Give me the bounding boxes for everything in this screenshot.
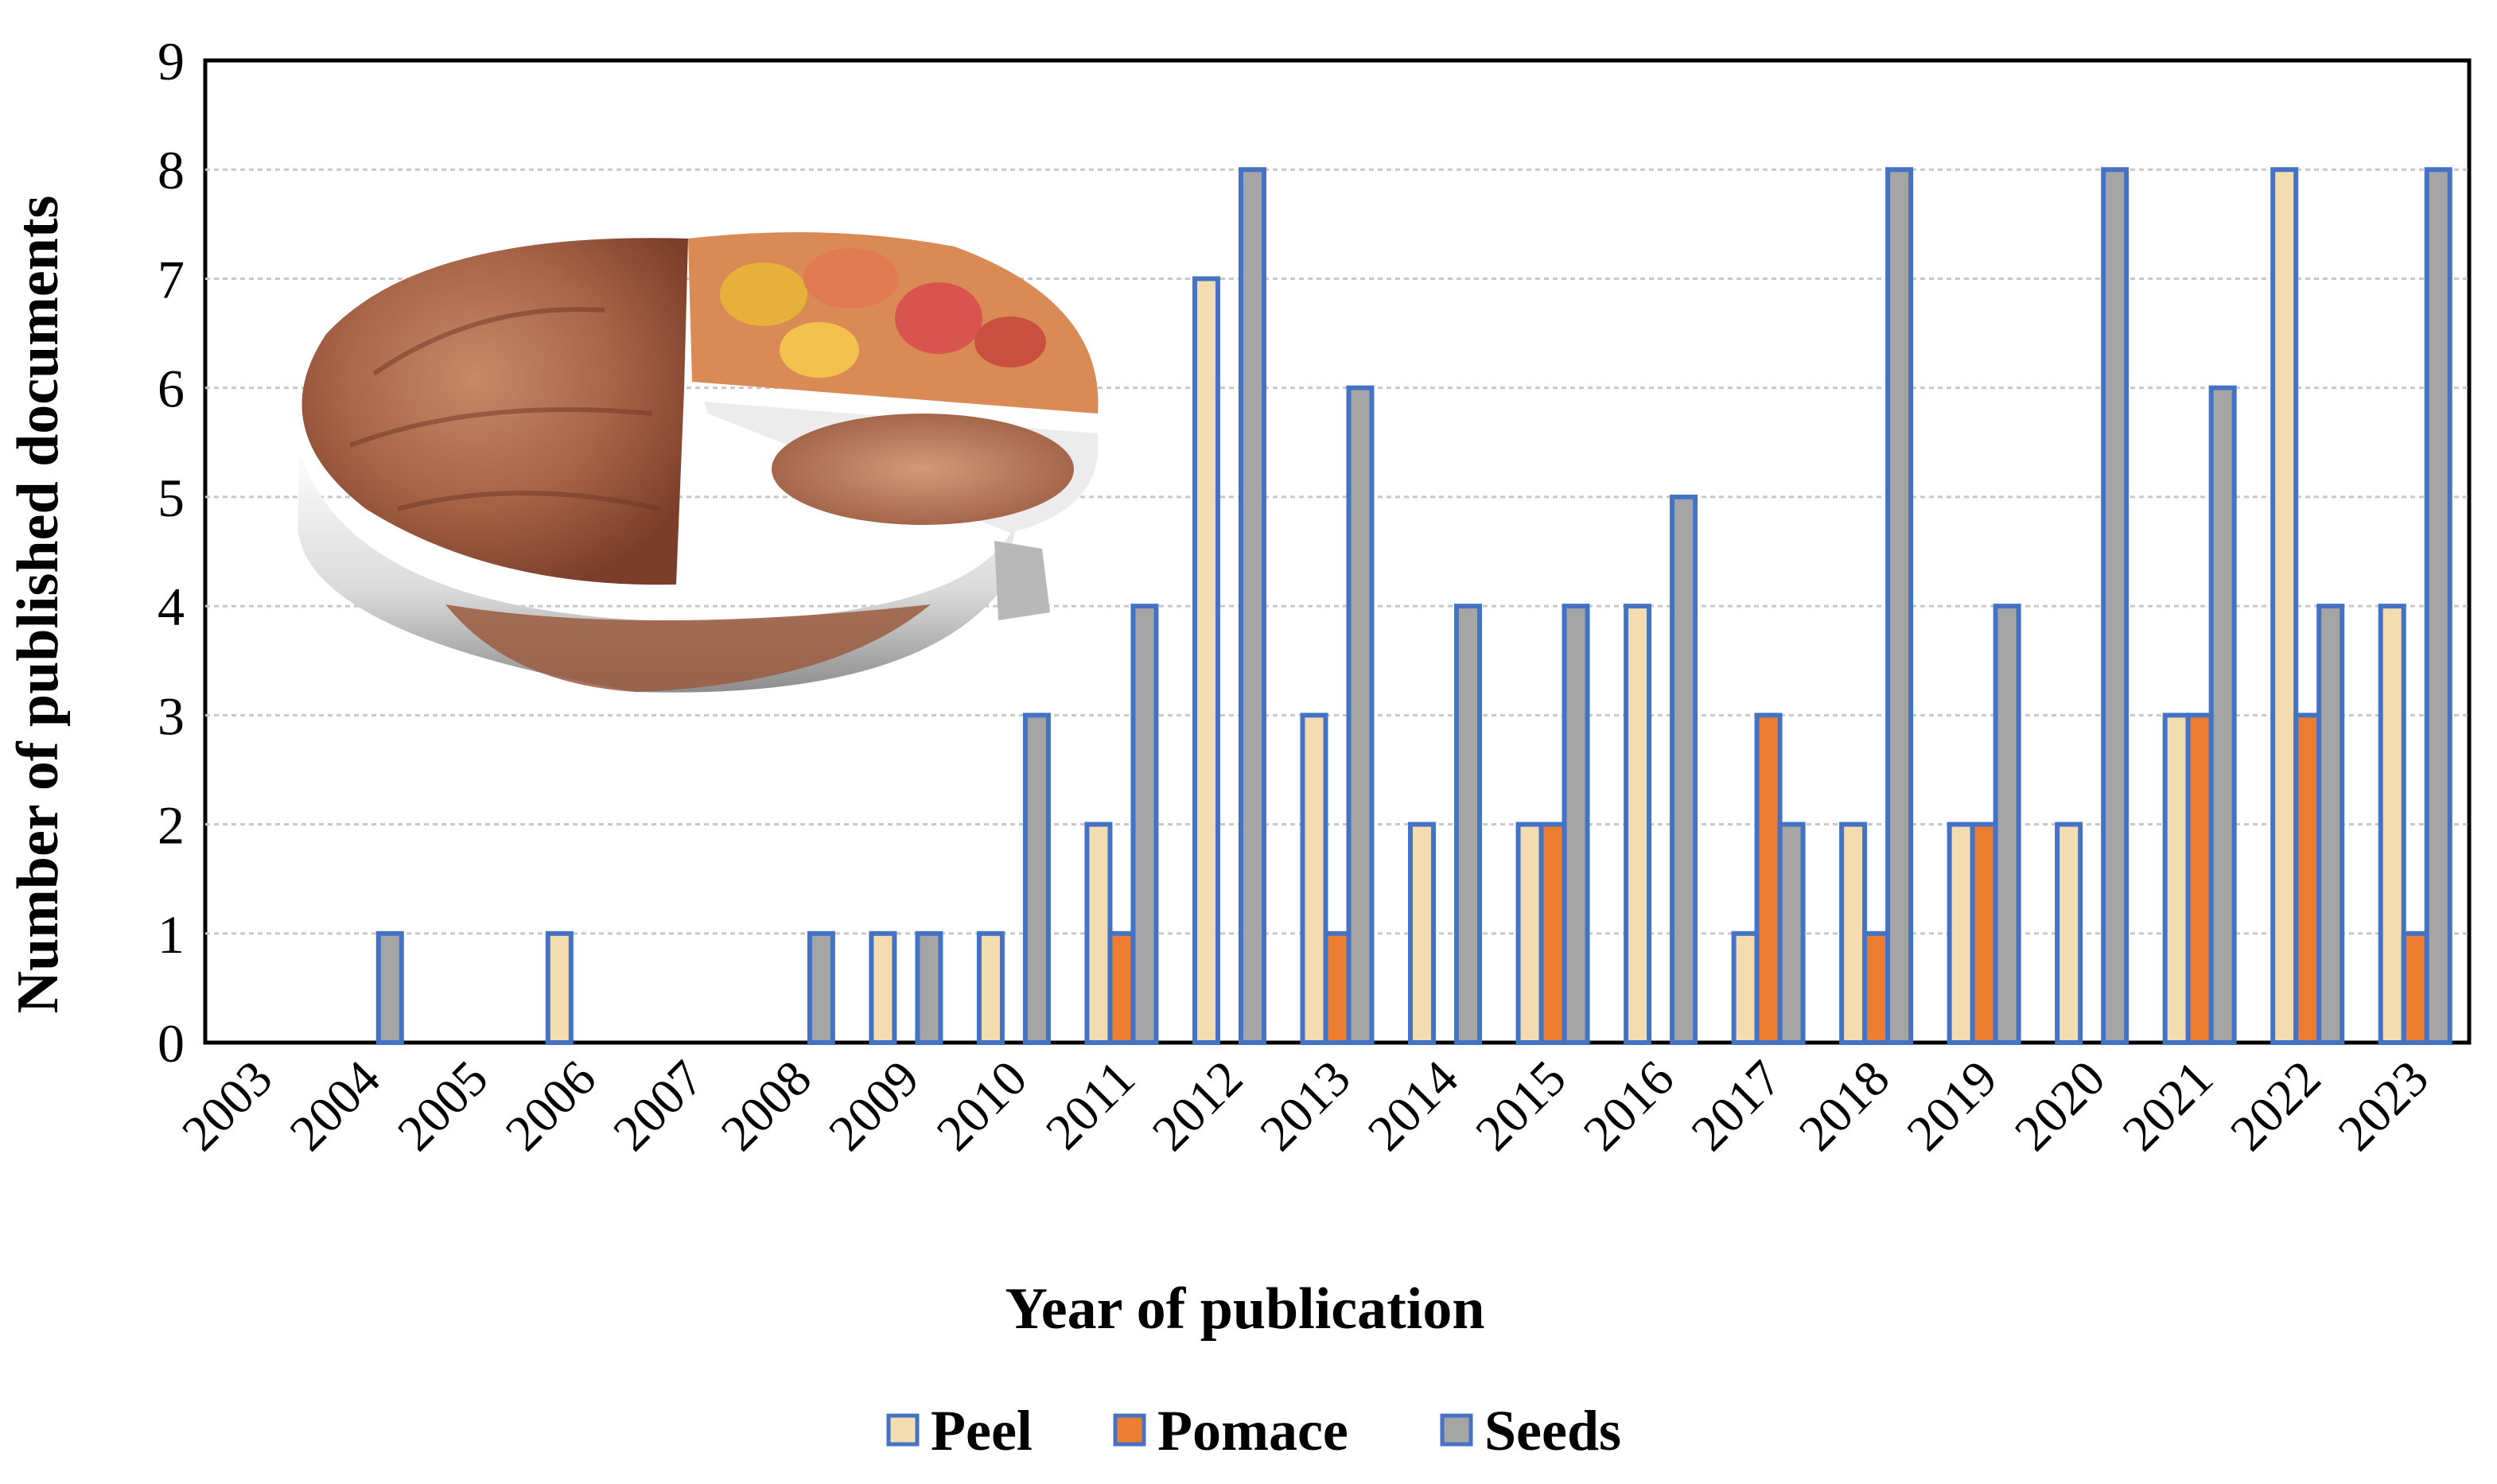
y-tick-label: 1 xyxy=(158,904,185,965)
legend-item-seeds: Seeds xyxy=(1440,1399,1621,1463)
x-tick-label: 2019 xyxy=(1896,1050,2008,1162)
y-tick-label: 2 xyxy=(158,795,185,856)
legend-swatch-peel xyxy=(886,1413,920,1447)
bar-pomace-2019 xyxy=(1970,822,1998,1045)
x-tick-label: 2008 xyxy=(710,1050,823,1162)
y-tick-label: 8 xyxy=(158,140,185,200)
x-tick-label: 2020 xyxy=(2004,1050,2116,1162)
bar-pomace-2013 xyxy=(1323,930,1352,1046)
bar-pomace-2021 xyxy=(2185,713,2214,1045)
bar-seeds-2018 xyxy=(1885,167,1914,1046)
bar-peel-2013 xyxy=(1300,713,1328,1045)
legend-item-pomace: Pomace xyxy=(1113,1399,1348,1463)
x-tick-label: 2010 xyxy=(926,1050,1038,1162)
x-axis-tick-labels: 2003200420052006200720082009201020112012… xyxy=(171,1050,2439,1162)
bar-peel-2012 xyxy=(1192,276,1220,1045)
bar-pomace-2018 xyxy=(1862,930,1891,1046)
bar-peel-2021 xyxy=(2162,713,2191,1045)
y-tick-label: 9 xyxy=(158,31,185,91)
bar-pomace-2022 xyxy=(2293,713,2322,1045)
x-tick-label: 2014 xyxy=(1357,1050,1469,1162)
x-axis-title: Year of publication xyxy=(1005,1276,1484,1342)
bar-seeds-2010 xyxy=(1022,713,1051,1045)
bar-peel-2022 xyxy=(2270,167,2299,1046)
bar-pomace-2023 xyxy=(2401,930,2429,1046)
bar-peel-2016 xyxy=(1624,604,1652,1045)
bar-peel-2009 xyxy=(869,930,897,1046)
x-tick-label: 2015 xyxy=(1464,1050,1577,1162)
y-tick-label: 3 xyxy=(158,686,185,746)
x-tick-label: 2003 xyxy=(171,1050,283,1162)
bar-seeds-2015 xyxy=(1562,604,1590,1045)
bar-seeds-2013 xyxy=(1346,385,1375,1045)
x-tick-label: 2017 xyxy=(1680,1050,1792,1162)
legend-item-peel: Peel xyxy=(886,1399,1033,1463)
bar-seeds-2004 xyxy=(375,930,404,1046)
bar-seeds-2008 xyxy=(807,930,835,1046)
y-tick-label: 4 xyxy=(158,577,185,637)
bar-peel-2006 xyxy=(545,930,574,1046)
bar-seeds-2022 xyxy=(2316,604,2345,1045)
bar-pomace-2017 xyxy=(1754,713,1783,1045)
bar-peel-2011 xyxy=(1084,822,1113,1045)
x-tick-label: 2018 xyxy=(1788,1050,1900,1162)
y-tick-label: 5 xyxy=(158,468,185,528)
bar-seeds-2023 xyxy=(2424,167,2452,1046)
x-tick-label: 2009 xyxy=(818,1050,930,1162)
bar-peel-2017 xyxy=(1731,930,1760,1046)
x-tick-label: 2006 xyxy=(495,1050,607,1162)
bar-peel-2018 xyxy=(1839,822,1868,1045)
bar-seeds-2016 xyxy=(1670,494,1698,1045)
x-tick-label: 2007 xyxy=(602,1050,714,1162)
y-tick-label: 6 xyxy=(158,359,185,419)
x-tick-label: 2021 xyxy=(2111,1050,2223,1162)
legend-label-pomace: Pomace xyxy=(1157,1399,1348,1463)
legend-swatch-pomace xyxy=(1113,1413,1146,1447)
legend-label-seeds: Seeds xyxy=(1484,1399,1621,1463)
bar-peel-2015 xyxy=(1515,822,1544,1045)
y-axis-title: Number of published documents xyxy=(6,196,71,1014)
x-tick-label: 2023 xyxy=(2327,1050,2439,1162)
x-tick-label: 2013 xyxy=(1249,1050,1361,1162)
y-tick-label: 0 xyxy=(158,1013,185,1074)
x-tick-label: 2016 xyxy=(1573,1050,1685,1162)
bar-seeds-2021 xyxy=(2208,385,2237,1045)
bar-pomace-2011 xyxy=(1107,930,1136,1046)
x-tick-label: 2022 xyxy=(2219,1050,2332,1162)
bar-peel-2019 xyxy=(1947,822,1975,1045)
bar-seeds-2012 xyxy=(1238,167,1266,1046)
bar-seeds-2019 xyxy=(1993,604,2021,1045)
legend-label-peel: Peel xyxy=(931,1399,1033,1463)
legend: Peel Pomace Seeds xyxy=(886,1399,1621,1463)
bar-series xyxy=(375,167,2452,1046)
bar-peel-2010 xyxy=(976,930,1005,1046)
y-tick-label: 7 xyxy=(158,249,185,309)
x-tick-label: 2005 xyxy=(387,1050,499,1162)
bar-peel-2020 xyxy=(2055,822,2083,1045)
bar-peel-2023 xyxy=(2378,604,2406,1045)
x-tick-label: 2012 xyxy=(1142,1050,1254,1162)
x-tick-label: 2004 xyxy=(278,1050,391,1162)
bar-peel-2014 xyxy=(1408,822,1437,1045)
bar-seeds-2011 xyxy=(1130,604,1159,1045)
food-pie-photo xyxy=(298,232,1099,693)
bar-seeds-2009 xyxy=(915,930,943,1046)
bar-seeds-2017 xyxy=(1777,822,1806,1045)
bar-pomace-2015 xyxy=(1538,822,1567,1045)
y-axis-tick-labels: 0 1 2 3 4 5 6 7 8 9 xyxy=(158,31,185,1074)
bar-seeds-2020 xyxy=(2101,167,2129,1046)
legend-swatch-seeds xyxy=(1440,1413,1473,1447)
x-tick-label: 2011 xyxy=(1035,1050,1145,1160)
bar-seeds-2014 xyxy=(1454,604,1483,1045)
